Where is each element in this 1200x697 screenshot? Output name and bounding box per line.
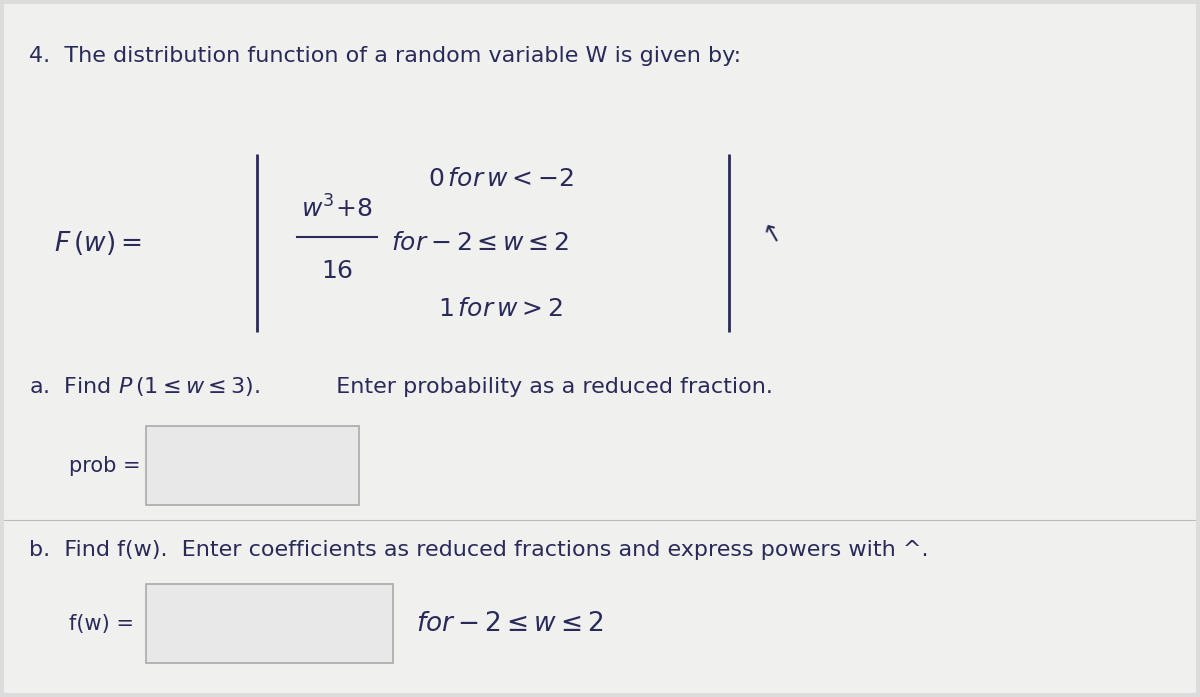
- Text: a.  Find $\mathit{P}\,(1 \leq \mathit{w} \leq 3)$.: a. Find $\mathit{P}\,(1 \leq \mathit{w} …: [29, 375, 260, 398]
- Text: Enter probability as a reduced fraction.: Enter probability as a reduced fraction.: [322, 376, 773, 397]
- FancyBboxPatch shape: [146, 584, 394, 663]
- Text: $\nwarrow$: $\nwarrow$: [754, 219, 784, 248]
- Text: $16$: $16$: [320, 259, 353, 283]
- Text: $\mathit{F}\,(\mathit{w}) =$: $\mathit{F}\,(\mathit{w}) =$: [54, 229, 142, 257]
- Text: $\mathit{for} - 2 \leq \mathit{w} \leq 2$: $\mathit{for} - 2 \leq \mathit{w} \leq 2…: [416, 611, 604, 636]
- Text: $\mathit{w}^3\!+\!8$: $\mathit{w}^3\!+\!8$: [301, 195, 373, 222]
- Text: $\mathit{for} - 2 \leq \mathit{w} \leq 2$: $\mathit{for} - 2 \leq \mathit{w} \leq 2…: [391, 231, 570, 255]
- Text: prob =: prob =: [68, 456, 140, 475]
- Text: f(w) =: f(w) =: [68, 613, 133, 634]
- Text: b.  Find f(w).  Enter coefficients as reduced fractions and express powers with : b. Find f(w). Enter coefficients as redu…: [29, 539, 929, 560]
- FancyBboxPatch shape: [4, 4, 1196, 693]
- Text: 4.  The distribution function of a random variable W is given by:: 4. The distribution function of a random…: [29, 46, 742, 66]
- FancyBboxPatch shape: [146, 426, 359, 505]
- Text: $0\,\mathit{for}\,\mathit{w} < -2$: $0\,\mathit{for}\,\mathit{w} < -2$: [427, 167, 574, 191]
- Text: $1\,\mathit{for}\,\mathit{w} > 2$: $1\,\mathit{for}\,\mathit{w} > 2$: [438, 298, 563, 321]
